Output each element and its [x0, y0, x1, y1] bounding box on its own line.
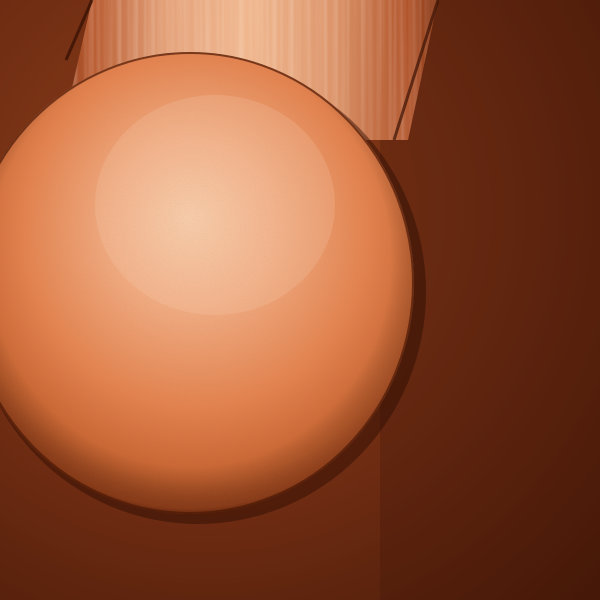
sphere-highlight [95, 95, 335, 315]
band-edge-right [392, 0, 440, 141]
sphere [0, 52, 414, 514]
band-edge-left [64, 0, 94, 61]
background-shade-right [380, 0, 600, 600]
